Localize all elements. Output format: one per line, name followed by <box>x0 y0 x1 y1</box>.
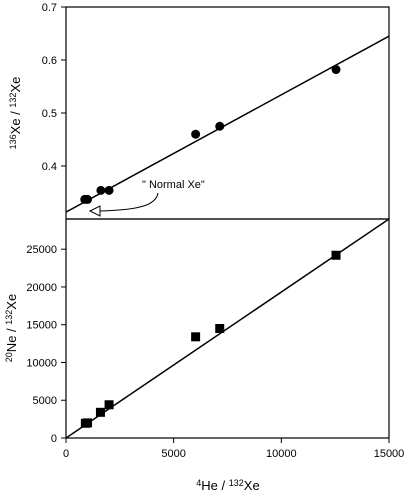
bottom-x-tick-label: 0 <box>63 448 69 460</box>
xlabel-sup1: 4 <box>196 478 201 488</box>
top-data-point <box>96 185 106 195</box>
xlabel-base2: Xe <box>244 478 260 493</box>
top-y-tick-label: 0.5 <box>42 108 57 120</box>
bottom-data-point <box>215 324 225 333</box>
top-data-point <box>191 129 201 139</box>
normal-xe-arrowhead-icon <box>88 205 101 217</box>
top-y-axis-title: 136Xe / 132Xe <box>8 77 23 150</box>
top-ylabel-base2: Xe <box>8 77 23 93</box>
bottom-data-point <box>331 250 341 260</box>
bottom-data-point <box>104 400 114 410</box>
bottom-data-point <box>95 407 105 417</box>
bottom-x-axis-title: 4He / 132Xe <box>196 478 259 493</box>
bottom-y-axis-title: 20Ne / 132Xe <box>4 294 19 362</box>
bottom-ylabel-base2: Xe <box>4 294 19 310</box>
bottom-y-tick-label: 25000 <box>26 244 57 256</box>
bottom-x-ticks <box>65 438 390 443</box>
bottom-x-tick-labels: 0 5000 10000 15000 <box>63 448 404 460</box>
top-y-tick-label: 0.7 <box>42 2 57 14</box>
normal-xe-label: " Normal Xe" <box>142 179 205 191</box>
top-fit-line <box>66 35 389 213</box>
top-y-tick-label: 0.6 <box>42 55 57 67</box>
bottom-ylabel-base1: Ne / <box>4 325 19 352</box>
bottom-x-tick-label: 10000 <box>266 448 297 460</box>
top-y-tick-labels: 0.4 0.5 0.6 0.7 <box>42 2 57 173</box>
bottom-y-tick-label: 10000 <box>26 357 57 369</box>
top-y-tick-label: 0.4 <box>42 161 57 173</box>
top-y-ticks <box>61 6 66 167</box>
bottom-panel: 0 5000 10000 15000 20000 25000 0 5000 10000 1500… <box>4 218 404 493</box>
normal-xe-arrow-curve <box>99 192 159 212</box>
bottom-plot-frame <box>65 218 390 439</box>
top-data-point <box>215 121 225 131</box>
top-data-point <box>83 194 93 204</box>
bottom-x-tick-label: 5000 <box>161 448 185 460</box>
top-data-points <box>80 65 341 204</box>
bottom-y-tick-label: 20000 <box>26 282 57 294</box>
bottom-ylabel-sup2: 132 <box>4 310 14 325</box>
xlabel-base1: He / <box>201 478 228 493</box>
bottom-y-tick-labels: 0 5000 10000 15000 20000 25000 <box>26 244 57 445</box>
bottom-fit-line <box>66 219 389 438</box>
xlabel-sup2: 132 <box>229 478 244 488</box>
bottom-y-ticks <box>61 248 66 439</box>
top-data-point <box>331 65 341 75</box>
bottom-y-tick-label: 15000 <box>26 320 57 332</box>
top-panel: 0.4 0.5 0.6 0.7 136Xe / 132Xe " Normal Xe" <box>8 2 390 220</box>
bottom-y-tick-label: 0 <box>51 433 57 445</box>
bottom-data-point <box>83 418 93 428</box>
top-data-point <box>104 185 114 195</box>
bottom-x-tick-label: 15000 <box>374 448 405 460</box>
top-ylabel-sup1: 136 <box>8 134 18 149</box>
top-plot-frame <box>65 6 390 220</box>
normal-xe-annotation: " Normal Xe" <box>88 179 205 217</box>
bottom-y-tick-label: 5000 <box>33 395 57 407</box>
top-ylabel-sup2: 132 <box>8 93 18 108</box>
bottom-ylabel-sup1: 20 <box>4 352 14 362</box>
bottom-data-points <box>80 250 341 428</box>
top-ylabel-base1: Xe / <box>8 108 23 135</box>
bottom-data-point <box>191 332 201 342</box>
